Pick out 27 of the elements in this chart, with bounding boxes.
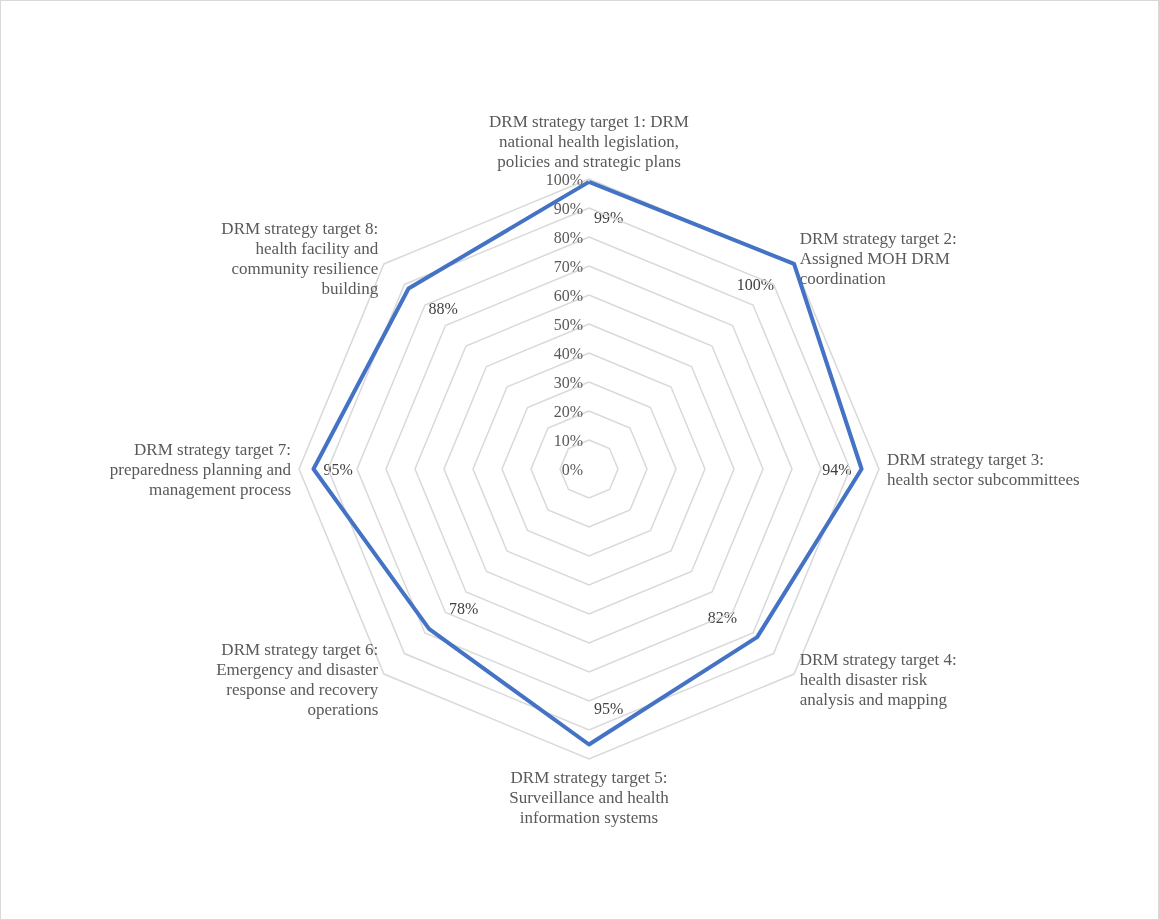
spoke-label: DRM strategy target 7: preparedness planning and management process bbox=[109, 439, 292, 499]
data-label: 94% bbox=[822, 460, 852, 478]
y-tick-label: 50% bbox=[553, 315, 583, 333]
spoke-label: DRM strategy target 6: Emergency and disaster response and recovery operations bbox=[216, 640, 379, 720]
y-tick-label: 40% bbox=[553, 344, 583, 362]
y-tick-label: 60% bbox=[553, 286, 583, 304]
data-label: 88% bbox=[428, 300, 458, 318]
data-label: 95% bbox=[323, 460, 353, 478]
spoke-label: DRM strategy target 5: Surveillance and health information systems bbox=[509, 767, 670, 827]
data-label: 99% bbox=[594, 209, 624, 227]
y-tick-label: 90% bbox=[553, 199, 583, 217]
spoke-label: DRM strategy target 1: DRM national health legislation, policies and strategic plans bbox=[489, 111, 689, 171]
y-tick-label: 30% bbox=[553, 373, 583, 391]
y-tick-label: 80% bbox=[553, 228, 583, 246]
y-tick-label: 70% bbox=[553, 257, 583, 275]
y-tick-label: 0% bbox=[561, 460, 583, 478]
spoke-label: DRM strategy target 2: Assigned MOH DRM coordination bbox=[799, 228, 957, 288]
spoke-label: DRM strategy target 8: health facility and community resilience building bbox=[221, 218, 379, 298]
data-label: 82% bbox=[707, 608, 738, 626]
y-tick-label: 20% bbox=[553, 402, 583, 420]
spoke-label: DRM strategy target 3: health sector subcommittees bbox=[887, 449, 1080, 489]
y-tick-label: 10% bbox=[553, 431, 583, 449]
spoke-label: DRM strategy target 4: health disaster risk analysis and mapping bbox=[799, 650, 957, 710]
y-tick-label: 100% bbox=[545, 170, 583, 188]
data-label: 100% bbox=[736, 275, 774, 293]
data-label: 95% bbox=[594, 700, 624, 717]
data-label: 78% bbox=[449, 600, 479, 618]
